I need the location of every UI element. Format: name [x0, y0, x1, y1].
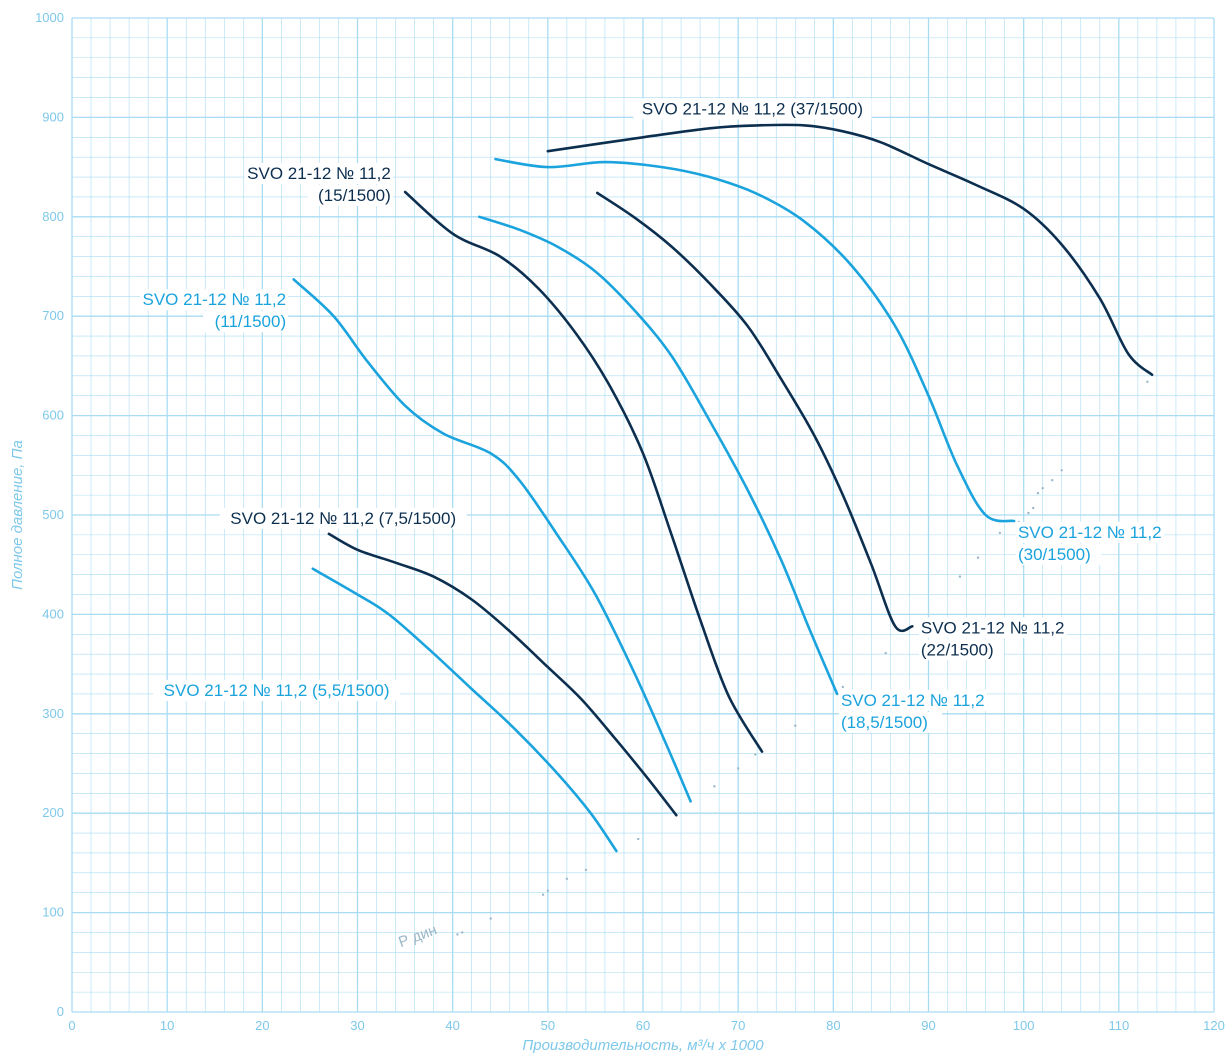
y-tick-label: 800: [42, 209, 64, 224]
x-tick-label: 100: [1013, 1018, 1035, 1033]
x-tick-label: 60: [636, 1018, 650, 1033]
series-label-5: (22/1500): [921, 640, 994, 659]
series-label-bg: [203, 311, 289, 333]
fan-curves: [292, 123, 1154, 853]
x-tick-label: 110: [1108, 1018, 1129, 1033]
x-tick-label: 90: [921, 1018, 935, 1033]
series-label-bg: [153, 679, 401, 701]
series-label-bg: [244, 162, 393, 184]
series-label-7: SVO 21-12 № 11,2 (37/1500): [642, 99, 863, 118]
p-dyn-point: [637, 837, 640, 841]
p-dyn-point: [754, 753, 757, 756]
p-dyn-point: [794, 724, 797, 727]
y-tick-label: 500: [42, 507, 64, 522]
series-line-6: [494, 157, 1016, 523]
y-axis-label: Полное давление, Па: [9, 440, 26, 590]
series-label-6: SVO 21-12 № 11,2: [1018, 523, 1162, 542]
p-dyn-point: [1060, 469, 1063, 472]
series-line-7: [546, 123, 1154, 377]
p-dyn-point: [584, 868, 588, 872]
series-line-3: [403, 190, 764, 753]
series-label-bg: [838, 689, 987, 711]
x-tick-label: 120: [1203, 1018, 1225, 1033]
p-dyn-point: [884, 651, 887, 655]
series-label-3: SVO 21-12 № 11,2: [247, 164, 391, 183]
series-label-bg: [633, 98, 872, 120]
series-label-2: (11/1500): [215, 312, 287, 331]
y-tick-label: 1000: [35, 10, 64, 25]
series-label-bg: [918, 617, 1067, 639]
p-dyn-point: [713, 785, 716, 788]
series-label-5: SVO 21-12 № 11,2: [921, 618, 1065, 637]
x-tick-label: 80: [826, 1018, 840, 1033]
series-label-2: SVO 21-12 № 11,2: [143, 290, 287, 309]
series-line-2: [292, 278, 692, 803]
series-label-4: SVO 21-12 № 11,2: [841, 691, 985, 710]
y-tick-label: 700: [42, 308, 64, 323]
y-tick-label: 100: [42, 905, 64, 920]
p-dyn-point: [565, 877, 569, 881]
series-label-bg: [1015, 543, 1101, 565]
p-dyn-point: [1146, 380, 1149, 384]
p-dyn-point: [541, 893, 545, 896]
p-dyn-point: [546, 889, 550, 892]
series-label-4: (18,5/1500): [841, 713, 928, 732]
y-tick-label: 900: [42, 109, 64, 124]
x-axis-label: Производительность, м³/ч x 1000: [522, 1037, 764, 1054]
x-tick-label: 0: [68, 1018, 75, 1033]
series-label-0: SVO 21-12 № 11,2 (5,5/1500): [164, 681, 390, 700]
p-dyn-point: [998, 531, 1002, 535]
y-tick-label: 600: [42, 408, 64, 423]
x-tick-label: 70: [731, 1018, 745, 1033]
series-label-bg: [219, 507, 467, 529]
p-dyn-point: [841, 685, 845, 689]
series-label-bg: [307, 184, 393, 206]
p-dyn-point: [1051, 479, 1054, 482]
x-tick-label: 20: [255, 1018, 269, 1033]
p-dyn-point: [976, 556, 980, 559]
y-tick-label: 0: [57, 1004, 64, 1019]
series-line-1: [327, 532, 678, 817]
y-tick-label: 400: [42, 606, 64, 621]
p-dyn-point: [460, 931, 464, 934]
p-dyn-point: [958, 575, 962, 578]
series-label-1: SVO 21-12 № 11,2 (7,5/1500): [230, 509, 456, 528]
axis-ticks: 0 10 20 30 40 50 60 70 80 90 100 110 120 0 100 200 300 40…: [35, 10, 1225, 1033]
p-dyn-point: [1031, 506, 1035, 510]
p-dyn-line: [456, 380, 1149, 936]
series-label-6: (30/1500): [1018, 545, 1091, 564]
series-label-bg: [918, 639, 1004, 661]
p-dyn-point: [1036, 491, 1040, 495]
series-label-bg: [1015, 521, 1164, 543]
p-dyn-point: [1041, 486, 1044, 490]
p-dyn-point: [489, 917, 492, 920]
series-label-3: (15/1500): [318, 186, 391, 205]
y-tick-label: 200: [42, 805, 64, 820]
p-dyn-point: [1027, 511, 1030, 515]
p-dyn-label: Р дин: [396, 921, 439, 951]
x-tick-label: 40: [445, 1018, 459, 1033]
x-tick-label: 10: [160, 1018, 174, 1033]
series-label-bg: [140, 289, 289, 311]
series-line-5: [596, 191, 914, 633]
series-line-0: [311, 567, 618, 853]
x-tick-label: 30: [350, 1018, 364, 1033]
y-tick-label: 300: [42, 706, 64, 721]
p-dyn-point: [456, 933, 459, 936]
series-line-4: [478, 215, 839, 696]
curve-labels: SVO 21-12 № 11,2 (5,5/1500) SVO 21-12 № 1…: [140, 98, 1164, 733]
series-label-bg: [838, 711, 942, 733]
p-dyn-point: [736, 767, 740, 770]
x-tick-label: 50: [541, 1018, 555, 1033]
